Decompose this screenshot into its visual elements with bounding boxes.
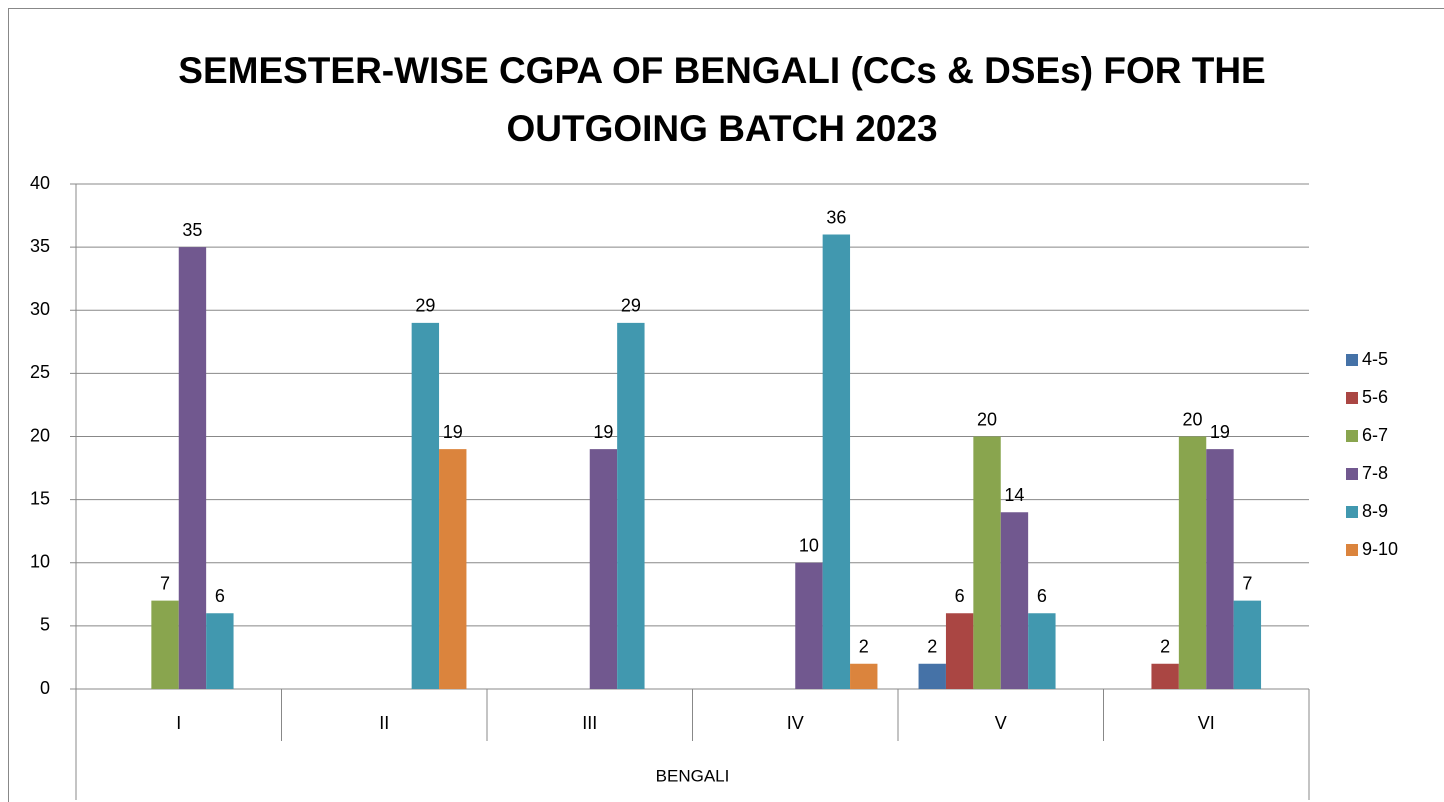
- data-label: 10: [799, 536, 819, 556]
- y-tick-label: 25: [30, 362, 50, 382]
- y-tick-label: 30: [30, 299, 50, 319]
- group-label: BENGALI: [656, 766, 730, 785]
- y-tick-label: 15: [30, 488, 50, 508]
- bar: [850, 663, 878, 689]
- legend-label: 6-7: [1362, 425, 1388, 445]
- data-label: 2: [1160, 637, 1170, 657]
- bar: [411, 322, 440, 689]
- bar: [1151, 663, 1179, 689]
- bar: [945, 613, 974, 689]
- legend-swatch: [1346, 430, 1358, 442]
- data-label: 7: [160, 573, 170, 593]
- data-label: 6: [955, 586, 965, 606]
- bar: [1233, 600, 1262, 689]
- data-label: 29: [415, 296, 435, 316]
- legend-label: 9-10: [1362, 539, 1398, 559]
- frame: [8, 8, 1444, 802]
- x-tick-label: III: [582, 713, 597, 733]
- data-label: 6: [215, 586, 225, 606]
- data-label: 19: [443, 422, 463, 442]
- data-label: 7: [1242, 573, 1252, 593]
- y-tick-label: 40: [30, 173, 50, 193]
- data-label: 36: [826, 207, 846, 227]
- bar: [589, 449, 618, 689]
- data-label: 20: [977, 409, 997, 429]
- data-label: 20: [1183, 409, 1203, 429]
- bar: [795, 562, 823, 689]
- data-label: 19: [1210, 422, 1230, 442]
- legend-label: 4-5: [1362, 349, 1388, 369]
- bar: [822, 234, 851, 689]
- bar: [973, 436, 1001, 689]
- data-label: 19: [593, 422, 613, 442]
- bar: [1206, 449, 1234, 689]
- bar: [918, 663, 946, 689]
- bar: [178, 247, 207, 689]
- y-tick-label: 5: [40, 615, 50, 635]
- data-label: 2: [927, 637, 937, 657]
- x-tick-label: VI: [1198, 713, 1215, 733]
- y-tick-label: 10: [30, 552, 50, 572]
- bar: [439, 449, 467, 689]
- legend-swatch: [1346, 354, 1358, 366]
- x-tick-label: V: [995, 713, 1007, 733]
- bar: [1028, 613, 1056, 689]
- x-tick-label: I: [176, 713, 181, 733]
- y-tick-label: 20: [30, 425, 50, 445]
- legend-swatch: [1346, 468, 1358, 480]
- y-tick-label: 0: [40, 678, 50, 698]
- legend-label: 8-9: [1362, 501, 1388, 521]
- legend-swatch: [1346, 544, 1358, 556]
- x-tick-label: II: [379, 713, 389, 733]
- data-label: 2: [859, 637, 869, 657]
- data-label: 29: [621, 296, 641, 316]
- legend-swatch: [1346, 506, 1358, 518]
- x-tick-label: IV: [787, 713, 804, 733]
- legend-label: 5-6: [1362, 387, 1388, 407]
- bar: [1000, 512, 1029, 689]
- legend-label: 7-8: [1362, 463, 1388, 483]
- bar: [617, 322, 645, 689]
- y-tick-label: 35: [30, 236, 50, 256]
- data-label: 6: [1037, 586, 1047, 606]
- bar: [206, 613, 234, 689]
- data-label: 35: [182, 220, 202, 240]
- bar: [151, 600, 179, 689]
- data-label: 14: [1004, 485, 1024, 505]
- chart-title: SEMESTER-WISE CGPA OF BENGALI (CCs & DSE…: [178, 50, 1266, 149]
- bar: [1178, 436, 1207, 689]
- legend-swatch: [1346, 392, 1358, 404]
